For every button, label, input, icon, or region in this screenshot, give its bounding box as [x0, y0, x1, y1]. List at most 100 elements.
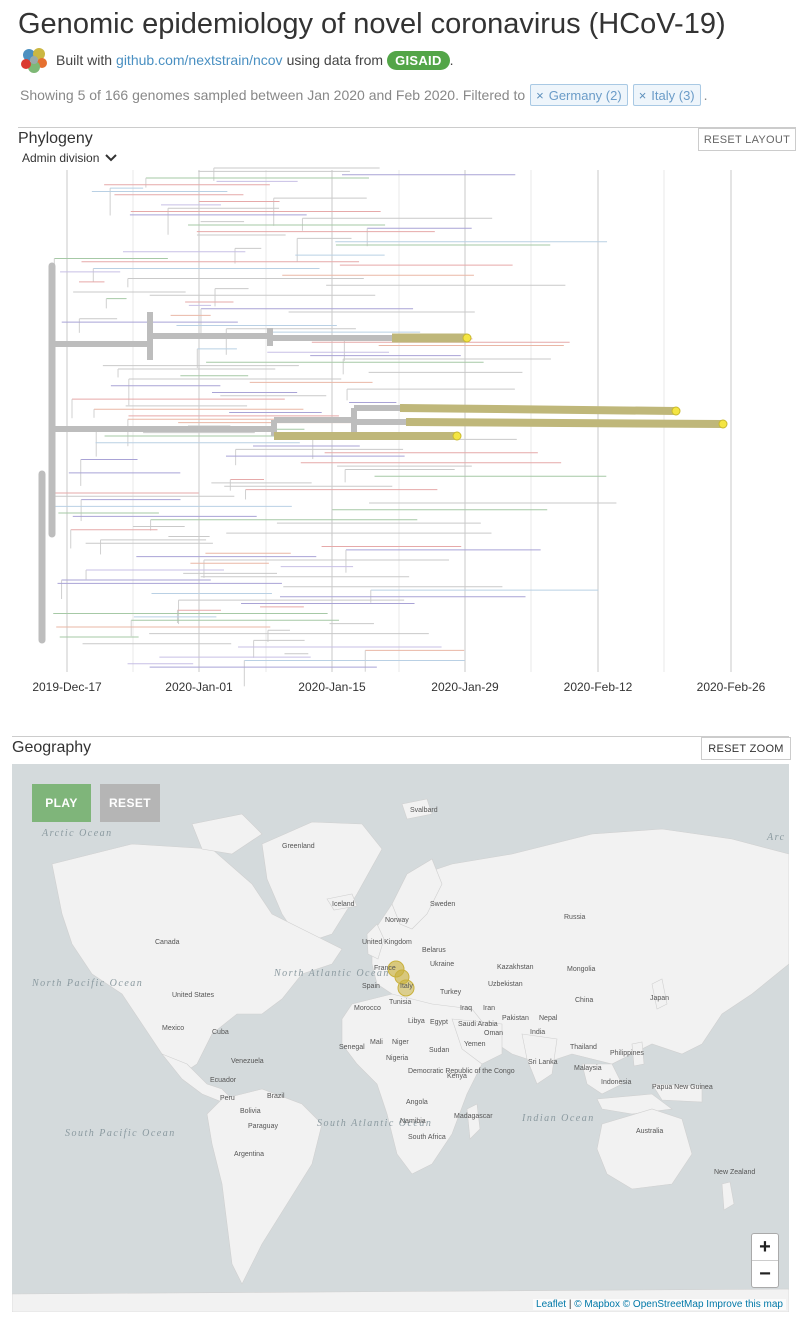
- country-label: Tunisia: [389, 999, 411, 1006]
- country-label: Iraq: [460, 1005, 472, 1012]
- tree-tip-italy[interactable]: [671, 406, 681, 416]
- country-label: Turkey: [440, 989, 462, 996]
- country-label: Egypt: [430, 1019, 448, 1026]
- country-label: Saudi Arabia: [458, 1021, 498, 1028]
- country-label: China: [575, 997, 593, 1004]
- geography-title: Geography: [12, 739, 92, 756]
- tree-tip-germany[interactable]: [452, 431, 462, 441]
- ocean-label: North Atlantic Ocean: [273, 968, 390, 979]
- play-button[interactable]: PLAY: [32, 784, 91, 822]
- tree-x-axis: 2019-Dec-17 2020-Jan-01 2020-Jan-15 2020…: [32, 680, 765, 694]
- country-label: Thailand: [570, 1044, 597, 1051]
- country-label: Iran: [483, 1005, 495, 1012]
- country-label: Mexico: [162, 1025, 184, 1032]
- phylogeny-divider: [18, 127, 796, 128]
- reset-zoom-button[interactable]: RESET ZOOM: [701, 737, 791, 760]
- map-points[interactable]: [387, 960, 415, 997]
- country-label: France: [374, 965, 396, 972]
- country-label: Kenya: [447, 1073, 467, 1080]
- mapbox-link[interactable]: © Mapbox: [574, 1299, 620, 1310]
- phylogeny-tree[interactable]: 2019-Dec-17 2020-Jan-01 2020-Jan-15 2020…: [12, 164, 788, 699]
- country-label: Australia: [636, 1128, 663, 1135]
- built-with-line: Built with github.com/nextstrain/ncov us…: [20, 46, 454, 74]
- country-label: Peru: [220, 1095, 235, 1102]
- tree-highlight-branches: [38, 262, 728, 644]
- geography-divider: [12, 736, 789, 737]
- map-attribution: Leaflet | © Mapbox © OpenStreetMap Impro…: [533, 1299, 786, 1310]
- osm-link[interactable]: © OpenStreetMap: [622, 1299, 704, 1310]
- built-with-text: Built with: [56, 52, 113, 68]
- filter-chip-label: Italy (3): [651, 87, 695, 103]
- x-tick-label: 2020-Feb-26: [697, 680, 766, 694]
- tree-branch-germany: [405, 418, 724, 428]
- country-label: South Africa: [408, 1134, 446, 1141]
- ocean-label: South Atlantic Ocean: [317, 1118, 432, 1129]
- country-label: Yemen: [464, 1041, 486, 1048]
- country-label: Madagascar: [454, 1113, 493, 1120]
- tree-tip-germany[interactable]: [718, 419, 728, 429]
- zoom-in-button[interactable]: +: [752, 1234, 778, 1261]
- country-label: Oman: [484, 1030, 503, 1037]
- country-label: Ecuador: [210, 1077, 237, 1084]
- gisaid-logo[interactable]: GISAID: [387, 50, 450, 70]
- github-link[interactable]: github.com/nextstrain/ncov: [116, 52, 283, 68]
- country-label: Iceland: [332, 901, 355, 908]
- country-label: Canada: [155, 939, 180, 946]
- x-tick-label: 2020-Jan-01: [165, 680, 233, 694]
- header-period: .: [449, 52, 454, 68]
- country-label: Sweden: [430, 901, 455, 908]
- ocean-label: Arctic Ocean: [41, 828, 113, 839]
- country-label: Italy: [400, 983, 413, 990]
- color-by-dropdown[interactable]: Admin division: [22, 151, 118, 165]
- country-label: Svalbard: [410, 807, 438, 814]
- chevron-down-icon: [105, 154, 118, 162]
- country-label: Cuba: [212, 1029, 229, 1036]
- leaflet-link[interactable]: Leaflet: [536, 1299, 567, 1310]
- filter-chip-italy[interactable]: × Italy (3): [632, 84, 701, 106]
- improve-map-link[interactable]: Improve this map: [706, 1299, 783, 1310]
- zoom-control: + −: [751, 1233, 779, 1288]
- country-label: Belarus: [422, 947, 446, 954]
- country-label: Spain: [362, 983, 380, 990]
- remove-filter-icon[interactable]: ×: [638, 87, 647, 103]
- country-label: Angola: [406, 1099, 428, 1106]
- country-label: Mongolia: [567, 966, 596, 973]
- filter-summary: Showing 5 of 166 genomes sampled between…: [20, 84, 708, 106]
- country-label: Uzbekistan: [488, 981, 523, 988]
- reset-layout-button[interactable]: RESET LAYOUT: [698, 128, 796, 151]
- tree-thin-branches: [52, 167, 617, 687]
- country-label: Namibia: [400, 1118, 426, 1125]
- nextstrain-logo-icon: [21, 48, 47, 73]
- x-tick-label: 2020-Jan-29: [431, 680, 499, 694]
- phylogeny-title: Phylogeny: [18, 130, 93, 147]
- world-map[interactable]: Arctic Ocean North Atlantic Ocean South …: [12, 764, 789, 1312]
- country-label: Sri Lanka: [528, 1059, 558, 1066]
- country-label: Papua New Guinea: [652, 1084, 713, 1091]
- tree-tip-italy[interactable]: [462, 333, 472, 343]
- remove-filter-icon[interactable]: ×: [536, 87, 544, 103]
- country-label: Democratic Republic of the Congo: [408, 1068, 515, 1075]
- country-label: Argentina: [234, 1151, 264, 1158]
- x-tick-label: 2019-Dec-17: [32, 680, 102, 694]
- country-label: Kazakhstan: [497, 964, 534, 971]
- country-label: Libya: [408, 1018, 425, 1025]
- x-tick-label: 2020-Jan-15: [298, 680, 366, 694]
- filter-trailing: .: [703, 87, 708, 103]
- zoom-out-button[interactable]: −: [759, 1262, 771, 1285]
- ocean-label: Indian Ocean: [521, 1113, 595, 1124]
- filter-chip-germany[interactable]: × Germany (2): [530, 84, 628, 106]
- page-title: Genomic epidemiology of novel coronaviru…: [18, 8, 726, 40]
- map-point-italy[interactable]: [397, 979, 415, 997]
- country-label: Norway: [385, 917, 409, 924]
- country-label: Nepal: [539, 1015, 558, 1022]
- attribution-sep: |: [568, 1299, 572, 1310]
- country-label: Ukraine: [430, 961, 454, 968]
- country-label: Russia: [564, 914, 586, 921]
- ocean-label: South Pacific Ocean: [65, 1128, 176, 1139]
- country-label: India: [530, 1029, 545, 1036]
- map-reset-button[interactable]: RESET: [100, 784, 160, 822]
- country-label: Mali: [370, 1039, 383, 1046]
- country-label: Nigeria: [386, 1055, 408, 1062]
- country-label: Philippines: [610, 1050, 644, 1057]
- country-label: Greenland: [282, 843, 315, 850]
